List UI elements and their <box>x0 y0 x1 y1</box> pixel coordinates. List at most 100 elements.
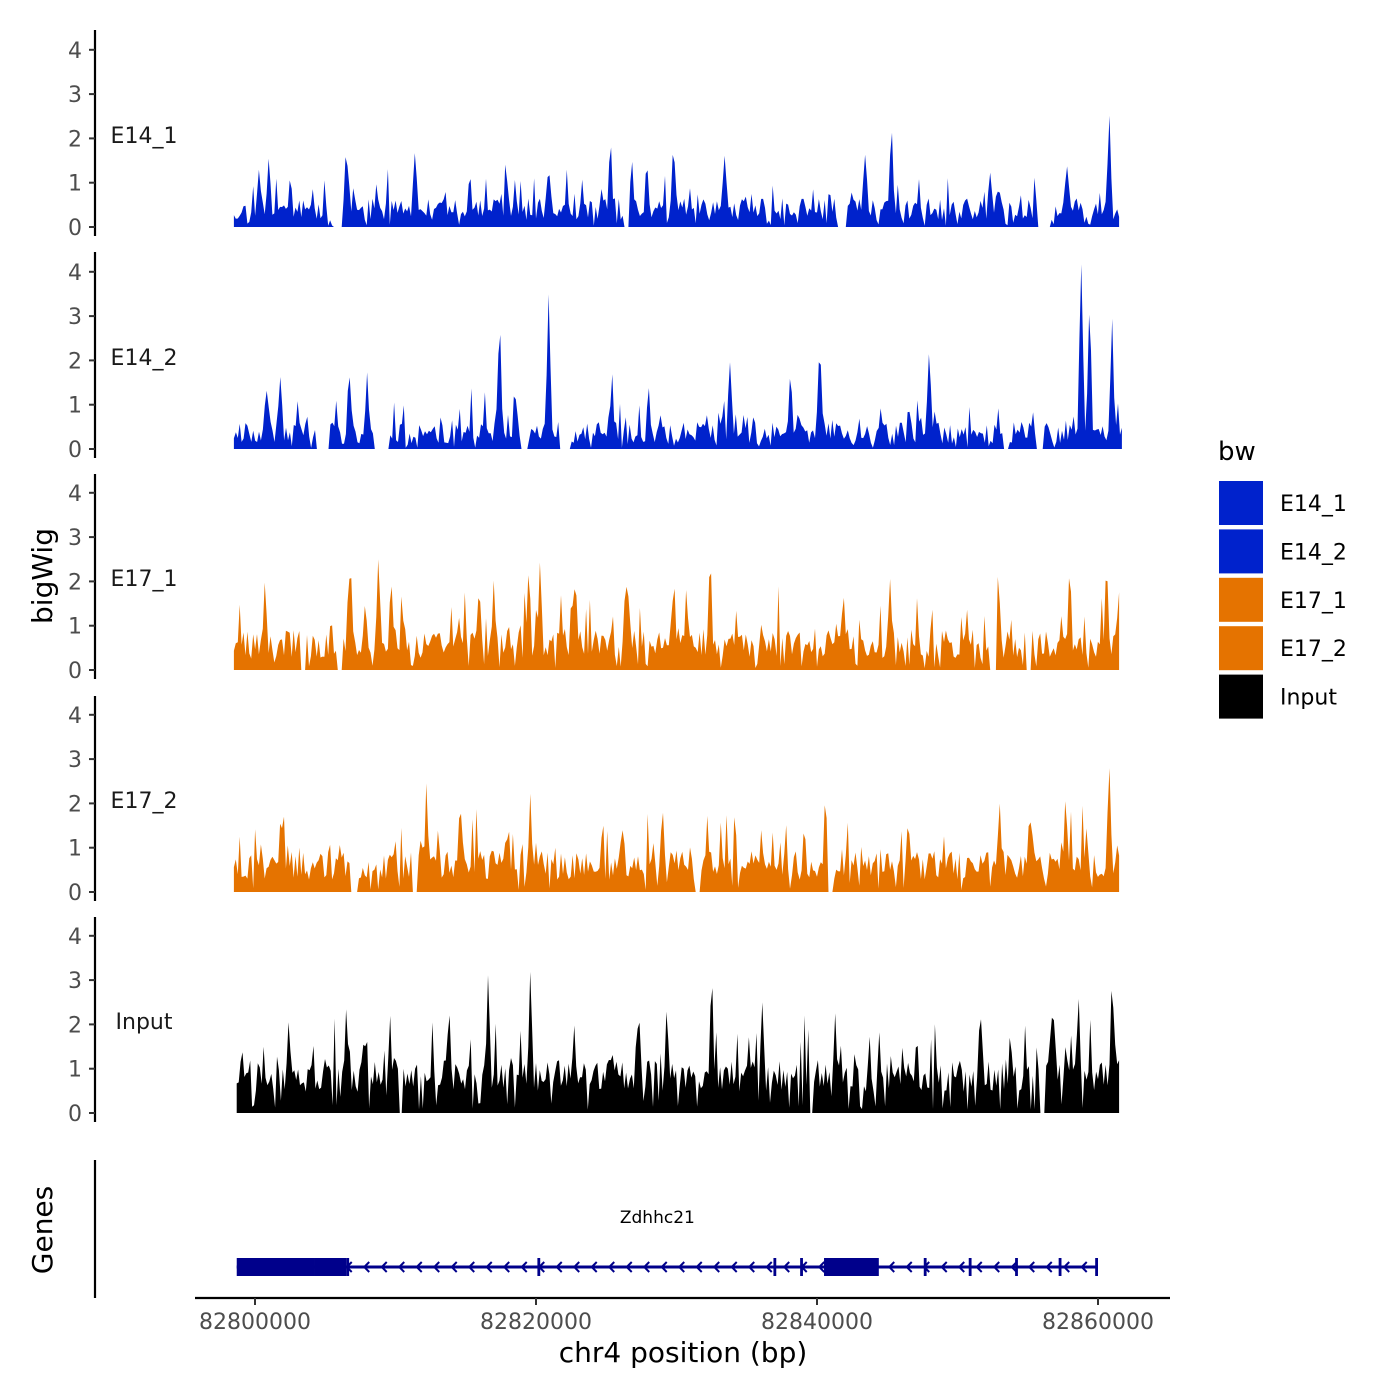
legend-label-e17_1: E17_1 <box>1280 589 1347 614</box>
strand-arrow <box>362 1261 370 1273</box>
coverage-area-e14_1 <box>233 115 1120 227</box>
y-tick-label: 3 <box>68 526 82 551</box>
track-label-e17_2: E17_2 <box>111 789 178 814</box>
legend-label-e14_2: E14_2 <box>1280 540 1347 565</box>
y-tick-label: 1 <box>68 172 82 197</box>
gene-exon-small <box>1015 1258 1018 1276</box>
strand-arrow <box>607 1261 615 1273</box>
track-label-e14_2: E14_2 <box>111 346 178 371</box>
x-tick-label: 82860000 <box>1042 1310 1154 1335</box>
gene-exon-small <box>773 1258 777 1276</box>
gene-exon <box>824 1258 879 1276</box>
panel-input: 0 1 2 3 4 Input <box>68 917 1120 1127</box>
coverage-area-e17_2 <box>233 768 1120 892</box>
legend-swatch-e17_1 <box>1219 577 1263 622</box>
legend-label-e17_2: E17_2 <box>1280 637 1347 662</box>
strand-arrow <box>957 1261 965 1273</box>
legend-title: bw <box>1218 437 1256 467</box>
strand-arrow <box>625 1261 633 1273</box>
strand-arrow <box>380 1261 388 1273</box>
strand-arrow <box>467 1261 475 1273</box>
coverage-area-e17_1 <box>233 559 1120 670</box>
strand-arrow <box>677 1261 685 1273</box>
y-tick-label: 1 <box>68 837 82 862</box>
gene-name-label: Zdhhc21 <box>620 1208 695 1228</box>
y-tick-label: 1 <box>68 394 82 419</box>
strand-arrow <box>782 1261 790 1273</box>
gene-exon-small <box>346 1258 350 1276</box>
genes-track: Zdhhc21 <box>93 1160 1098 1298</box>
strand-arrow <box>1045 1261 1053 1273</box>
y-tick-label: 1 <box>68 1058 82 1083</box>
x-tick-label: 82800000 <box>199 1310 311 1335</box>
strand-arrow <box>940 1261 948 1273</box>
strand-arrow <box>572 1261 580 1273</box>
y-tick-label: 0 <box>68 659 82 684</box>
gene-zdhhc21: Zdhhc21 <box>236 1208 1098 1276</box>
legend-label-input: Input <box>1280 686 1337 711</box>
strand-arrow <box>1062 1261 1070 1273</box>
strand-arrow <box>712 1261 720 1273</box>
y-tick-label: 0 <box>68 881 82 906</box>
gene-exon-small <box>800 1258 803 1276</box>
strand-arrow <box>817 1261 825 1273</box>
y-tick-label: 3 <box>68 305 82 330</box>
bigwig-panels: 0 1 2 3 4 E14_1 0 1 2 3 4 E14_2 0 1 2 3 4 E17_1 0 1 2 3 4 E17_2… <box>68 30 1122 1127</box>
gene-exon-small <box>968 1258 972 1276</box>
panel-e17_1: 0 1 2 3 4 E17_1 <box>68 474 1120 684</box>
y-tick-label: 4 <box>68 39 82 64</box>
legend: bw E14_1 E14_2 E17_1 E17_2 Input <box>1218 437 1347 719</box>
y-axis-title: bigWig <box>26 528 59 624</box>
strand-arrow <box>992 1261 1000 1273</box>
gene-exon <box>236 1258 315 1276</box>
strand-arrow <box>432 1261 440 1273</box>
strand-arrow <box>642 1261 650 1273</box>
y-tick-label: 2 <box>68 349 82 374</box>
coverage-area-e14_2 <box>233 264 1122 449</box>
legend-swatch-e14_1 <box>1219 481 1263 525</box>
x-tick-label: 82820000 <box>480 1310 592 1335</box>
y-tick-label: 4 <box>68 704 82 729</box>
strand-arrow <box>1027 1261 1035 1273</box>
y-tick-label: 2 <box>68 127 82 152</box>
y-tick-label: 0 <box>68 1102 82 1127</box>
y-tick-label: 2 <box>68 570 82 595</box>
y-tick-label: 4 <box>68 261 82 286</box>
strand-arrow <box>555 1261 563 1273</box>
panel-e14_2: 0 1 2 3 4 E14_2 <box>68 252 1122 463</box>
genes-axis-title: Genes <box>26 1186 59 1274</box>
coverage-area-input <box>236 971 1120 1113</box>
legend-swatch-e14_2 <box>1219 529 1263 574</box>
strand-arrow <box>1010 1261 1018 1273</box>
y-tick-label: 3 <box>68 748 82 773</box>
y-tick-label: 3 <box>68 969 82 994</box>
strand-arrow <box>730 1261 738 1273</box>
strand-arrow <box>660 1261 668 1273</box>
gene-exon-small <box>537 1258 541 1276</box>
strand-arrow <box>520 1261 528 1273</box>
y-tick-label: 0 <box>68 216 82 241</box>
strand-arrow <box>765 1261 773 1273</box>
panel-e17_2: 0 1 2 3 4 E17_2 <box>68 696 1120 906</box>
x-axis: 82800000 82820000 82840000 82860000 <box>195 1296 1170 1335</box>
y-tick-label: 4 <box>68 482 82 507</box>
gene-exon <box>314 1258 347 1276</box>
track-label-e17_1: E17_1 <box>111 567 178 592</box>
strand-arrow <box>887 1261 895 1273</box>
track-label-input: Input <box>116 1010 173 1035</box>
y-tick-label: 1 <box>68 615 82 640</box>
gene-exon-small <box>923 1258 927 1276</box>
legend-swatch-input <box>1219 674 1263 719</box>
y-tick-label: 0 <box>68 438 82 463</box>
strand-arrow <box>485 1261 493 1273</box>
y-tick-label: 3 <box>68 83 82 108</box>
panel-e14_1: 0 1 2 3 4 E14_1 <box>68 30 1120 241</box>
strand-arrow <box>590 1261 598 1273</box>
track-label-e14_1: E14_1 <box>111 124 178 149</box>
strand-arrow <box>1080 1261 1088 1273</box>
legend-label-e14_1: E14_1 <box>1280 492 1347 517</box>
gene-exon-small <box>1058 1258 1062 1276</box>
x-axis-title: chr4 position (bp) <box>559 1336 808 1369</box>
y-tick-label: 2 <box>68 792 82 817</box>
